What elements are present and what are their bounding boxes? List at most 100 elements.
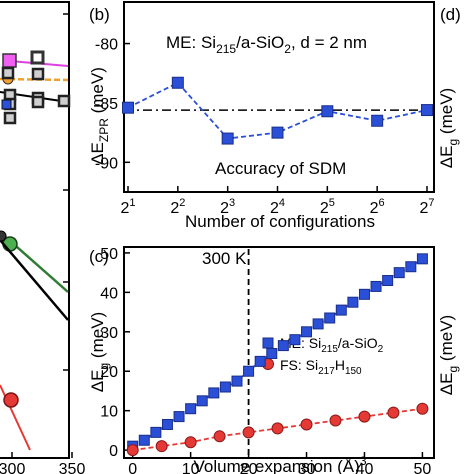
- data-point-square: [208, 387, 220, 399]
- panel-b-x-axis-label: Number of configurations: [185, 212, 375, 231]
- x-tick-label: 350: [59, 461, 86, 474]
- y-tick-label: 30: [100, 325, 118, 342]
- data-point-square: [161, 418, 173, 430]
- data-point-square: [312, 318, 324, 330]
- x-tick-label: 40: [356, 461, 374, 474]
- y-tick-label: 50: [100, 246, 118, 263]
- data-point-gray-square: [3, 111, 17, 125]
- data-point-circle: [300, 418, 313, 431]
- panel-d-y-axis-label-top: ΔEg (meV): [437, 88, 460, 168]
- data-point-circle: [242, 426, 255, 439]
- data-point-square: [196, 395, 208, 407]
- panel-d-y-axis-label-bottom: ΔEg (meV): [437, 315, 460, 395]
- y-tick-label: 0: [109, 443, 118, 460]
- y-tick-label: -90: [95, 155, 118, 172]
- panel-c-y-axis-label: ΔEg (meV): [88, 312, 111, 392]
- x-tick-label: 25: [320, 197, 335, 217]
- data-point: [421, 104, 433, 117]
- data-point: [171, 76, 184, 89]
- data-point-square: [254, 355, 266, 367]
- data-point-square: [173, 411, 185, 423]
- data-point-circle: [213, 430, 226, 443]
- data-point-square: [405, 261, 417, 273]
- data-point-black: [0, 230, 7, 242]
- data-point-pink: [2, 53, 17, 68]
- panel-a: 300 350: [0, 1, 86, 474]
- data-point-square: [289, 334, 301, 346]
- panel-b-frame: [123, 1, 435, 193]
- data-point-square: [382, 275, 394, 287]
- data-point: [321, 105, 334, 118]
- data-point-square: [266, 347, 278, 359]
- x-tick-label: 30: [298, 461, 316, 474]
- x-tick-label: 22: [170, 197, 185, 217]
- data-point-gray-square: [1, 66, 15, 80]
- data-point-red: [3, 392, 19, 408]
- data-point-gray-square: [31, 67, 45, 81]
- data-point-square: [358, 288, 370, 300]
- x-tick-label: 10: [182, 461, 200, 474]
- data-point-circle: [155, 440, 168, 453]
- data-point-square: [277, 340, 289, 352]
- panel-a-frame: [0, 1, 70, 459]
- panel-b-annotation: Accuracy of SDM: [215, 159, 346, 178]
- data-point-gray-square: [57, 94, 71, 108]
- data-point: [221, 132, 234, 145]
- panel-b: (b) ME: Si215/a-SiO2, d = 2 nm Accuracy …: [88, 1, 435, 231]
- x-tick-label: 26: [370, 197, 385, 217]
- data-point-square: [324, 312, 336, 324]
- data-point-square: [393, 267, 405, 279]
- data-point-blue: [1, 99, 12, 110]
- y-tick-label: -85: [95, 96, 118, 113]
- data-point-square: [347, 296, 359, 308]
- y-tick-label: 20: [100, 364, 118, 381]
- panel-d-label: (d): [440, 5, 461, 24]
- x-tick-label: 50: [414, 461, 432, 474]
- data-point: [371, 114, 384, 127]
- data-point-circle: [416, 402, 429, 415]
- panel-c-frame: [123, 246, 435, 459]
- panel-c-vline-label: 300 K: [202, 249, 247, 268]
- data-point-circle: [126, 444, 139, 457]
- data-point-square: [301, 326, 313, 338]
- data-point-square: [219, 381, 231, 393]
- y-tick-label: 10: [100, 404, 118, 421]
- x-tick-label: 27: [419, 197, 434, 217]
- x-tick-label: 24: [270, 197, 285, 217]
- data-point: [271, 126, 284, 139]
- data-point-square: [243, 365, 255, 377]
- data-point-circle: [329, 414, 342, 427]
- x-tick-label: 300: [0, 461, 25, 474]
- panel-d: (d) ΔEg (meV) ΔEg (meV) -2-3-4-5-6: [437, 5, 461, 395]
- x-tick-label: 21: [120, 197, 135, 217]
- data-point-open-square: [30, 50, 45, 65]
- data-point-square: [370, 280, 382, 292]
- panel-c-label: (c): [89, 247, 109, 266]
- data-point-square: [185, 403, 197, 415]
- panel-c: (c) 300 K Volume expansion (Å)3 ΔEg (meV…: [88, 246, 435, 474]
- panel-c-data-layer: 0 10 20 30 40 50 0 10 20 30 40 50: [100, 246, 431, 474]
- data-point-square: [138, 434, 150, 446]
- data-point-square: [231, 375, 243, 387]
- data-point-square: [150, 426, 162, 438]
- y-tick-label: 40: [100, 285, 118, 302]
- panel-b-data-layer: -90 -85 -80 21 22 23 24 25 26 27: [95, 37, 435, 217]
- panel-b-title: ME: Si215/a-SiO2, d = 2 nm: [166, 33, 367, 56]
- data-point-circle: [271, 422, 284, 435]
- x-tick-label: 20: [240, 461, 258, 474]
- panel-b-y-axis-label: ΔEZPR (meV): [88, 67, 111, 165]
- data-point-square: [416, 253, 428, 265]
- data-point-circle: [184, 436, 197, 449]
- y-tick-label: -80: [95, 37, 118, 54]
- data-point: [122, 101, 134, 114]
- data-point-circle: [358, 410, 371, 423]
- data-point-square: [335, 304, 347, 316]
- legend-label-fs: FS: Si217H150: [280, 357, 362, 377]
- x-tick-label: 0: [128, 461, 137, 474]
- data-point-circle: [387, 406, 400, 419]
- x-tick-label: 23: [220, 197, 235, 217]
- series-line-black-2: [0, 239, 69, 321]
- data-point-gray-square: [31, 95, 45, 109]
- panel-c-x-axis-label: Volume expansion (Å)3: [193, 454, 366, 474]
